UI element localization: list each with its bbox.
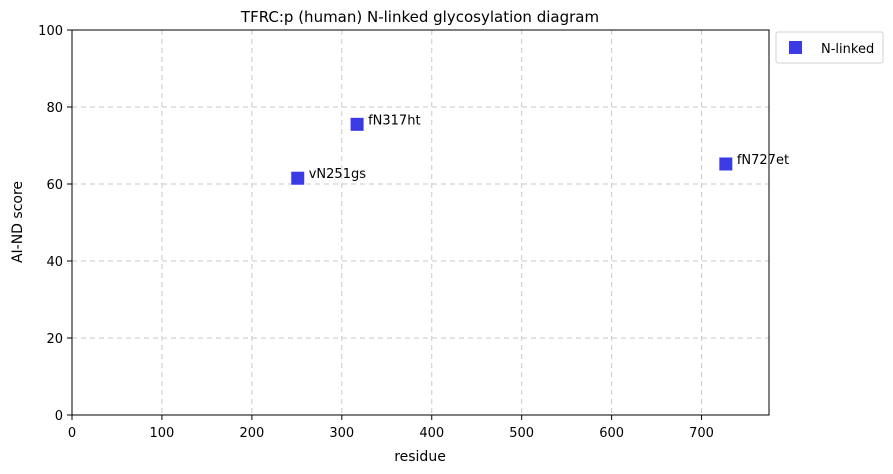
data-point <box>719 157 733 171</box>
data-point-label: vN251gs <box>309 167 366 182</box>
y-axis-ticks: 0 20 40 60 80 100 <box>38 24 72 424</box>
data-point-label: fN317ht <box>368 113 420 128</box>
data-point-label: fN727et <box>737 153 789 168</box>
x-tick-label: 400 <box>419 426 444 441</box>
chart-title: TFRC:p (human) N-linked glycosylation di… <box>240 8 599 26</box>
legend-label-n-linked: N-linked <box>821 42 874 57</box>
y-tick-label: 100 <box>38 24 63 39</box>
x-tick-label: 700 <box>689 426 714 441</box>
x-tick-label: 600 <box>599 426 624 441</box>
y-tick-label: 80 <box>46 101 63 116</box>
x-tick-label: 200 <box>239 426 264 441</box>
y-tick-label: 40 <box>46 255 63 270</box>
data-point <box>350 117 364 131</box>
data-points: vN251gs fN317ht fN727et <box>291 113 789 185</box>
y-tick-label: 60 <box>46 178 63 193</box>
x-tick-label: 500 <box>509 426 534 441</box>
data-point <box>291 171 305 185</box>
legend: N-linked <box>775 31 884 64</box>
legend-marker-n-linked <box>789 41 802 54</box>
x-tick-label: 0 <box>68 426 76 441</box>
grid <box>72 30 769 415</box>
legend-box <box>775 31 884 64</box>
y-tick-label: 0 <box>55 409 63 424</box>
y-axis-label: AI-ND score <box>10 181 26 263</box>
x-axis-ticks: 0 100 200 300 400 500 600 700 <box>68 415 714 441</box>
x-tick-label: 300 <box>329 426 354 441</box>
y-tick-label: 20 <box>46 332 63 347</box>
x-axis-label: residue <box>394 449 446 465</box>
x-tick-label: 100 <box>150 426 175 441</box>
plot-frame <box>71 29 770 416</box>
